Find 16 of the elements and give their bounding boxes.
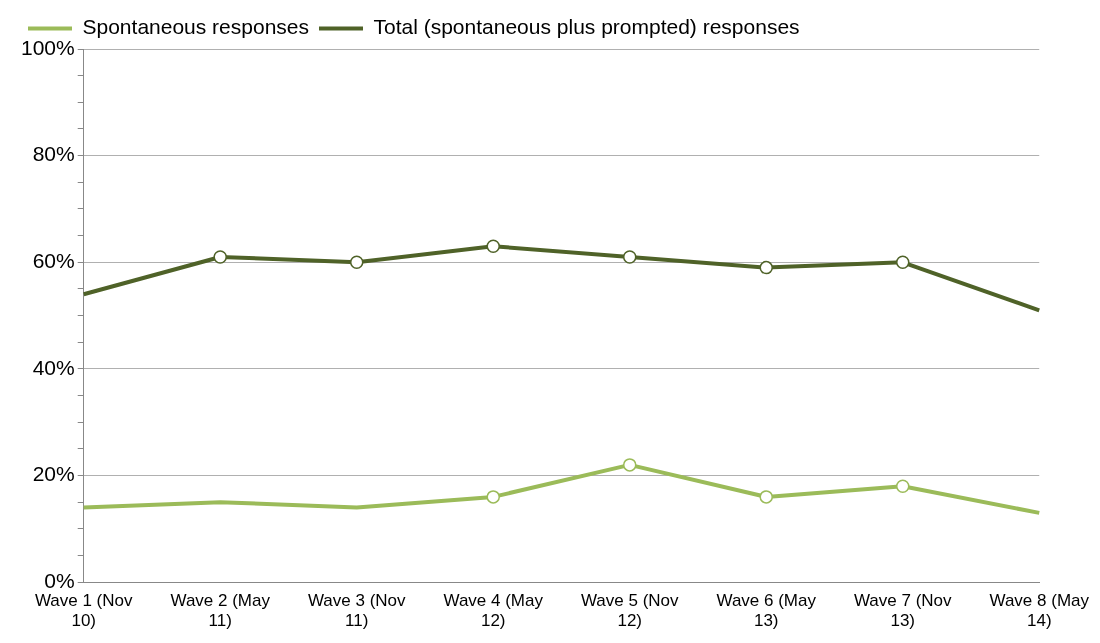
x-tick-label: Wave 4 (May 12) (443, 591, 544, 631)
y-tick-label: 40% (32, 355, 75, 379)
legend-label: Spontaneous responses (82, 15, 309, 39)
y-tick-label: 20% (32, 462, 75, 486)
x-tick-label: Wave 6 (May 13) (716, 591, 817, 631)
y-tick-label: 60% (32, 249, 75, 273)
y-tick-label: 100% (20, 35, 75, 59)
x-tick-label: Wave 3 (Nov 11) (307, 591, 407, 631)
x-tick-label: Wave 5 (Nov 12) (580, 591, 680, 631)
x-tick-label: Wave 1 (Nov 10) (34, 591, 134, 631)
x-tick-label: Wave 7 (Nov 13) (853, 591, 953, 631)
y-tick-label: 0% (44, 569, 75, 592)
y-tick-label: 80% (32, 142, 75, 166)
x-tick-label: Wave 2 (May 11) (170, 591, 271, 631)
legend-label: Total (spontaneous plus prompted) responses (373, 15, 800, 39)
x-tick-label: Wave 8 (May 14) (989, 591, 1090, 631)
